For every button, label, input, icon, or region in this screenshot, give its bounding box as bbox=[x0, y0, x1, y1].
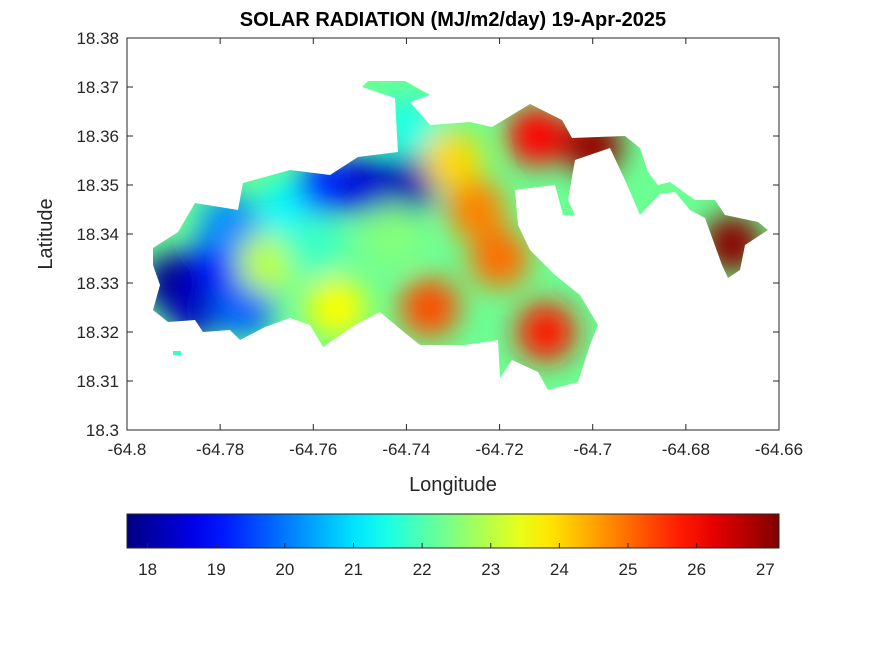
heat-cell bbox=[213, 277, 274, 338]
heat-cell bbox=[516, 302, 577, 362]
chart-title: SOLAR RADIATION (MJ/m2/day) 19-Apr-2025 bbox=[240, 9, 666, 31]
colorbar bbox=[126, 513, 780, 549]
x-tick-label: -64.76 bbox=[289, 440, 337, 459]
y-tick-label: 18.3 bbox=[86, 421, 119, 440]
y-axis-ticks: 18.3 18.31 18.32 18.33 18.34 18.35 18.36 18.37 1… bbox=[76, 29, 779, 440]
islet bbox=[173, 351, 181, 355]
heat-cell bbox=[469, 228, 530, 289]
x-tick-label: -64.66 bbox=[755, 440, 803, 459]
heat-cell bbox=[236, 233, 297, 294]
y-tick-label: 18.33 bbox=[76, 274, 119, 293]
colorbar-tick-label: 19 bbox=[207, 560, 226, 579]
colorbar-tick-label: 25 bbox=[619, 560, 638, 579]
colorbar-tick-label: 26 bbox=[687, 560, 706, 579]
heat-cell bbox=[283, 213, 344, 274]
heat-cell bbox=[423, 130, 483, 191]
islets bbox=[173, 351, 181, 355]
heat-cell bbox=[399, 277, 460, 338]
y-tick-label: 18.37 bbox=[76, 78, 119, 97]
y-tick-label: 18.38 bbox=[76, 29, 119, 48]
y-tick-label: 18.34 bbox=[76, 225, 119, 244]
colorbar-tick-label: 21 bbox=[344, 560, 363, 579]
x-tick-label: -64.68 bbox=[662, 440, 710, 459]
colorbar-tick-label: 23 bbox=[481, 560, 500, 579]
x-tick-label: -64.7 bbox=[573, 440, 612, 459]
heat-cell bbox=[446, 179, 507, 240]
y-tick-label: 18.36 bbox=[76, 127, 119, 146]
heat-cell bbox=[199, 194, 260, 255]
colorbar-tick-label: 18 bbox=[138, 560, 157, 579]
heat-cell bbox=[376, 155, 437, 215]
colorbar-tick-label: 22 bbox=[413, 560, 432, 579]
x-tick-label: -64.78 bbox=[196, 440, 244, 459]
colorbar-tick-label: 27 bbox=[756, 560, 775, 579]
x-tick-label: -64.8 bbox=[108, 440, 147, 459]
y-tick-label: 18.32 bbox=[76, 323, 119, 342]
y-tick-label: 18.35 bbox=[76, 176, 119, 195]
heat-cell bbox=[362, 204, 423, 264]
x-tick-label: -64.72 bbox=[475, 440, 523, 459]
x-tick-label: -64.74 bbox=[382, 440, 430, 459]
y-axis-label: Latitude bbox=[35, 198, 57, 269]
colorbar-tick-label: 20 bbox=[275, 560, 294, 579]
colorbar-ticks: 18 19 20 21 22 23 24 25 26 27 bbox=[138, 543, 775, 579]
heat-cell bbox=[506, 106, 567, 166]
x-axis-label: Longitude bbox=[409, 474, 497, 496]
x-axis-ticks: -64.8 -64.78 -64.76 -64.74 -64.72 -64.7 -64.68… bbox=[108, 38, 803, 459]
heat-cell bbox=[306, 277, 367, 338]
y-tick-label: 18.31 bbox=[76, 372, 119, 391]
colorbar-tick-label: 24 bbox=[550, 560, 569, 579]
